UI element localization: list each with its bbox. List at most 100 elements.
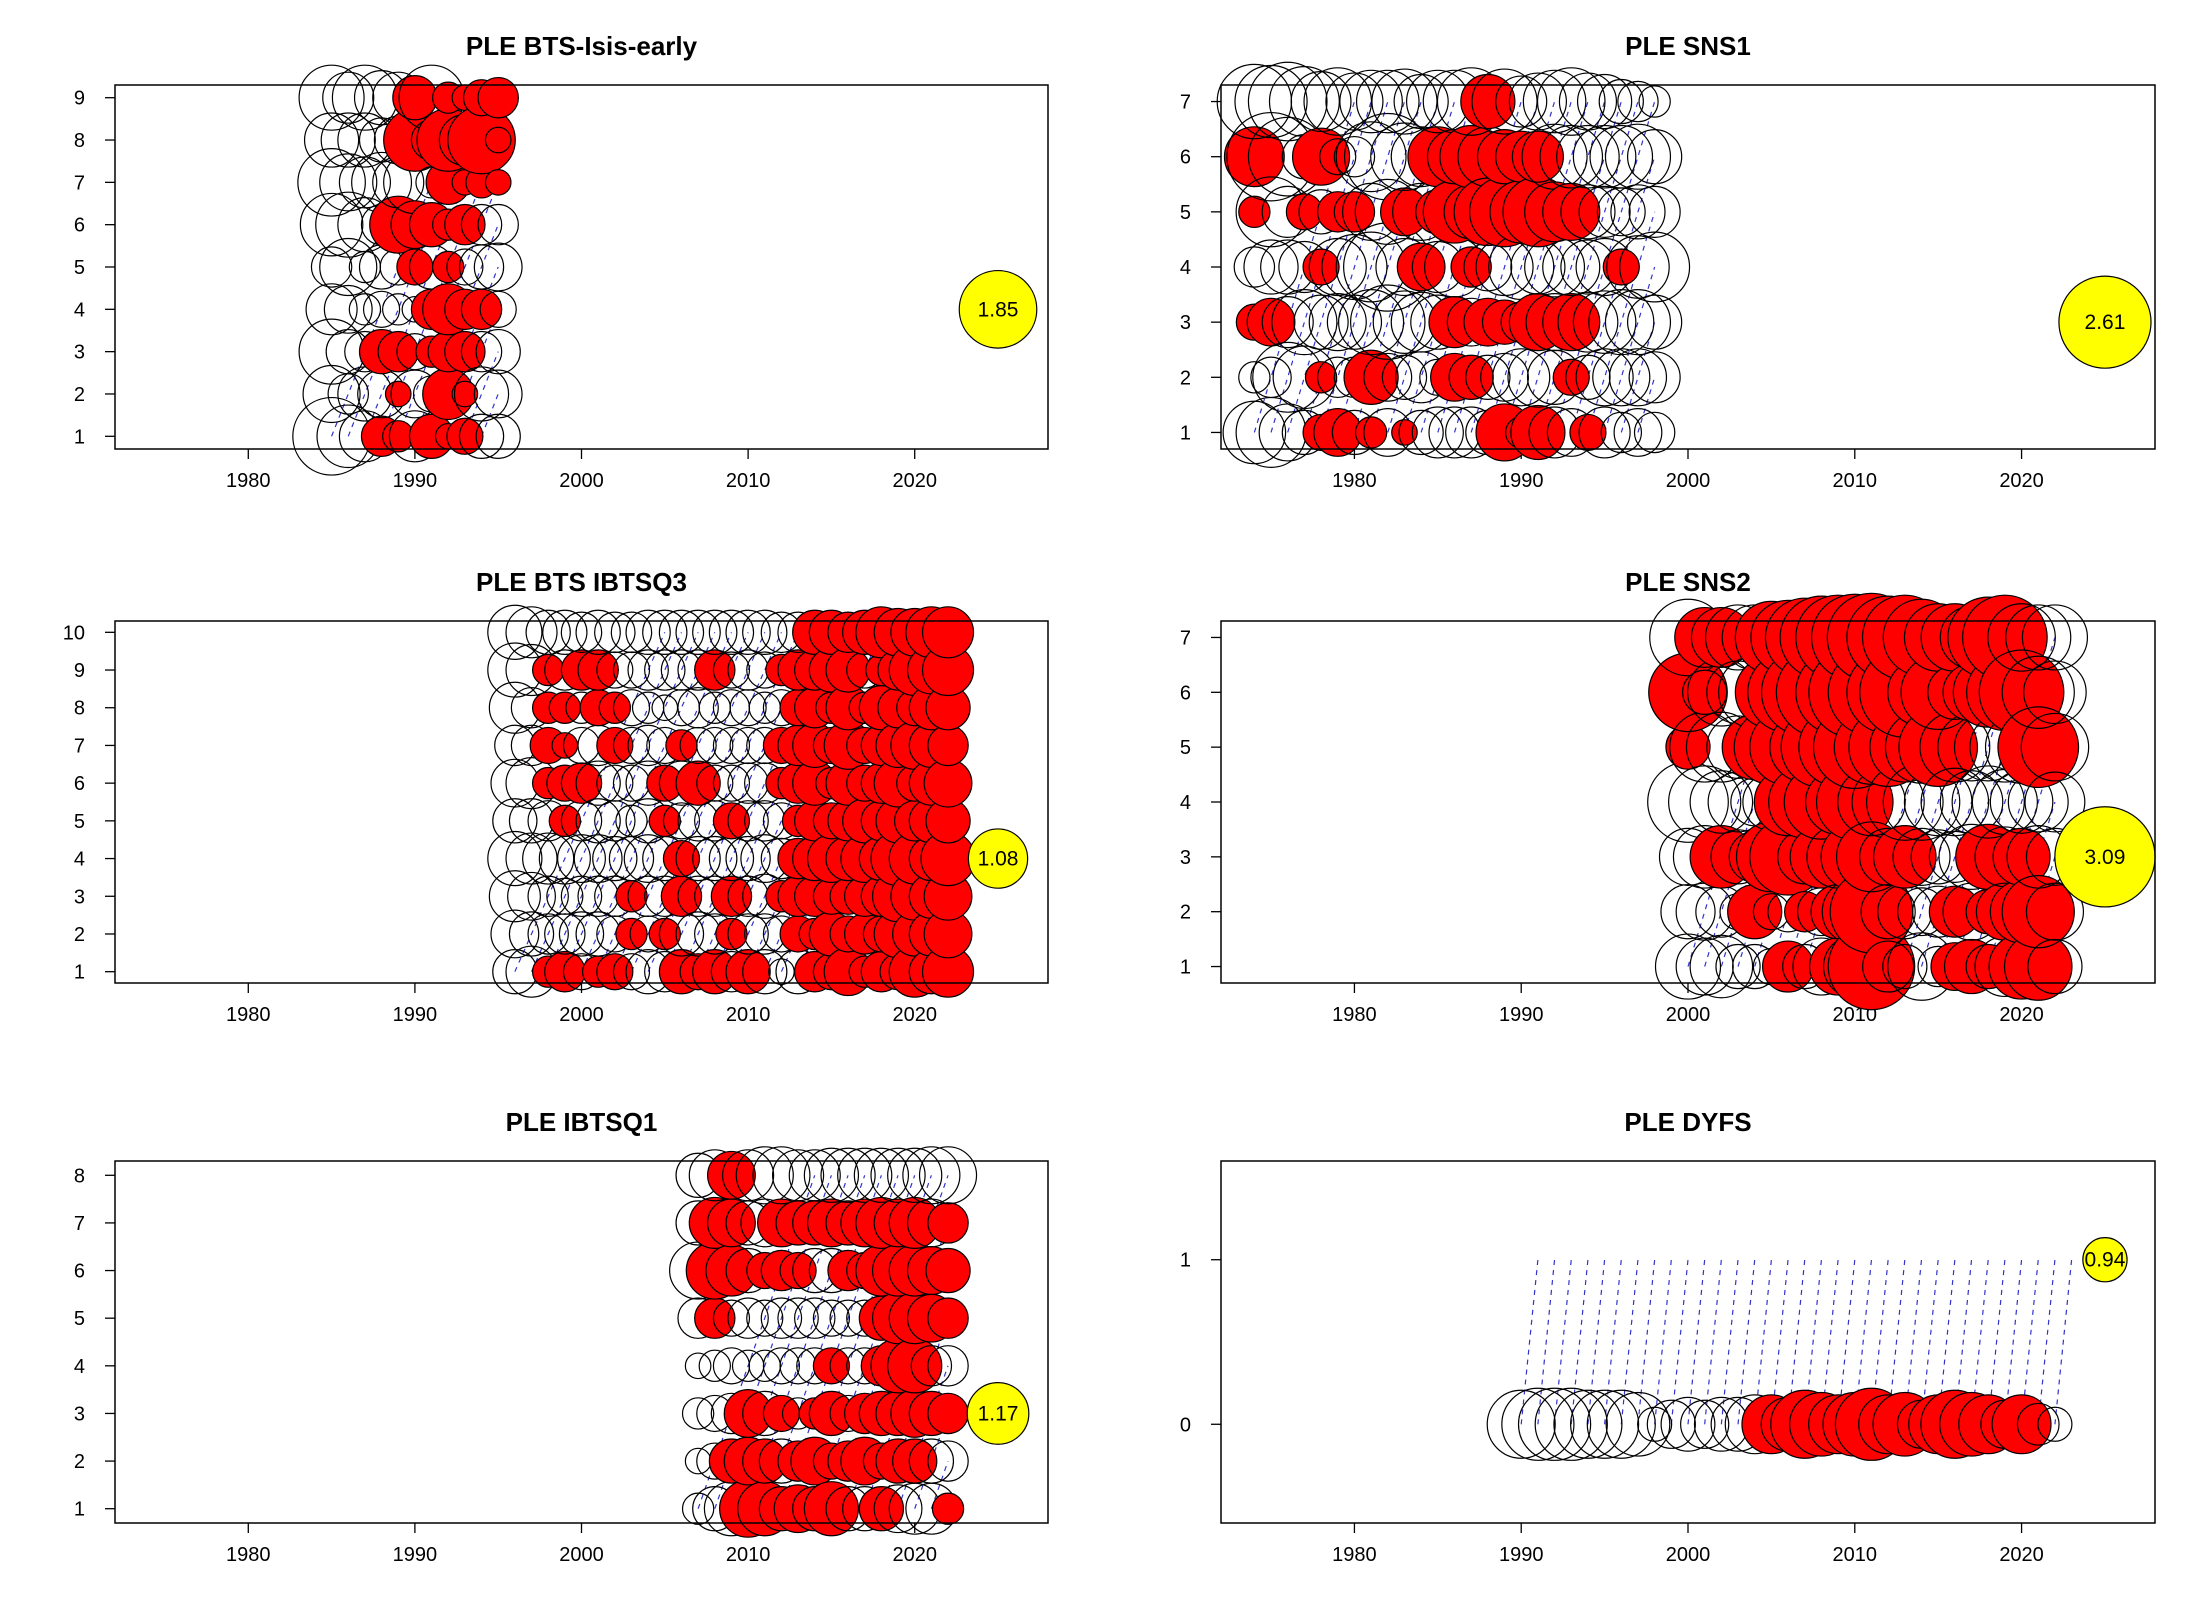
negative-residual-bubble [927, 1345, 969, 1387]
positive-residual-bubble [384, 380, 412, 408]
x-tick-label: 2020 [1999, 1004, 2044, 1026]
negative-residual-bubble [902, 1146, 961, 1205]
positive-residual-bubble [762, 1394, 801, 1433]
negative-residual-bubble [1638, 85, 1671, 118]
panel-title: PLE IBTSQ1 [506, 1107, 658, 1137]
negative-residual-bubble [2016, 1402, 2060, 1446]
negative-residual-bubble [1234, 64, 1308, 139]
negative-residual-bubble [1508, 72, 1567, 131]
positive-residual-bubble [648, 804, 682, 838]
negative-residual-bubble [725, 609, 771, 655]
plot-frame [1220, 1160, 2156, 1524]
negative-residual-bubble [1660, 1396, 1716, 1452]
negative-residual-bubble [322, 71, 375, 124]
positive-residual-bubble [927, 724, 969, 767]
positive-residual-bubble [484, 169, 512, 196]
negative-residual-bubble [908, 1438, 955, 1484]
cohort-line [1920, 1259, 1939, 1425]
panel-5: PLE IBTSQ1 1980 1990 2000 2010 2020 1 2 3 4 5 6 7 8 1.… [74, 1107, 1049, 1566]
positive-residual-bubble [927, 1392, 969, 1435]
cohort-line [1887, 637, 1989, 967]
negative-residual-bubble [596, 764, 634, 802]
negative-residual-bubble [299, 192, 364, 257]
negative-residual-bubble [644, 649, 686, 691]
cohort-line [1604, 266, 1656, 433]
negative-residual-bubble [592, 835, 638, 882]
positive-residual-bubble [596, 726, 634, 765]
positive-residual-bubble [1569, 413, 1607, 452]
negative-residual-bubble [1371, 68, 1438, 135]
negative-residual-bubble [508, 911, 555, 957]
positive-residual-bubble [725, 949, 771, 995]
positive-residual-bubble [477, 76, 519, 119]
x-tick-label: 2010 [1833, 1544, 1878, 1566]
negative-residual-bubble [662, 689, 701, 727]
negative-residual-bubble [684, 1447, 712, 1475]
negative-residual-bubble [742, 609, 788, 655]
positive-residual-bubble [923, 758, 973, 808]
negative-residual-bubble [575, 798, 621, 844]
positive-residual-bubble [544, 950, 586, 993]
negative-residual-bubble [1592, 348, 1651, 407]
negative-residual-bubble [575, 609, 621, 655]
positive-residual-bubble [1682, 669, 1728, 715]
positive-residual-bubble [1333, 191, 1376, 233]
negative-residual-bubble [542, 609, 588, 655]
negative-residual-bubble [658, 609, 705, 655]
negative-residual-bubble [473, 242, 523, 292]
y-tick-label: 0 [1180, 1414, 1191, 1436]
y-tick-label: 7 [74, 172, 85, 194]
negative-residual-bubble [488, 870, 541, 923]
negative-residual-bubble [1689, 934, 1754, 999]
cohort-line [1720, 1259, 1739, 1425]
positive-residual-bubble [812, 1347, 851, 1385]
negative-residual-bubble [1233, 246, 1276, 288]
negative-residual-bubble [473, 369, 523, 419]
positive-residual-bubble [1552, 358, 1590, 396]
negative-residual-bubble [1633, 411, 1676, 454]
negative-residual-bubble [475, 328, 521, 375]
x-tick-label: 1980 [1332, 1544, 1377, 1566]
negative-residual-bubble [522, 832, 575, 885]
x-tick-label: 2010 [1833, 470, 1878, 492]
panel-6: PLE DYFS 1980 1990 2000 2010 2020 0 1 0.94 [1180, 1107, 2156, 1566]
cohort-line [1604, 1259, 1622, 1425]
y-tick-label: 6 [1180, 147, 1191, 169]
negative-residual-bubble [681, 1397, 715, 1430]
positive-residual-bubble [779, 1251, 817, 1290]
y-tick-label: 1 [1180, 957, 1191, 979]
negative-residual-bubble [727, 1297, 769, 1339]
y-tick-label: 3 [74, 1403, 85, 1425]
negative-residual-bubble [1882, 943, 1928, 990]
y-tick-label: 4 [1180, 792, 1191, 814]
positive-residual-bubble [1223, 126, 1285, 188]
negative-residual-bubble [788, 1149, 841, 1202]
negative-residual-bubble [1247, 61, 1328, 142]
y-tick-label: 4 [1180, 257, 1191, 279]
negative-residual-bubble [1338, 289, 1405, 356]
max-residual-label: 1.08 [978, 848, 1019, 871]
negative-residual-bubble [1250, 356, 1292, 399]
positive-residual-bubble [548, 804, 582, 838]
negative-residual-bubble [1604, 123, 1672, 190]
max-residual-bubble [966, 1382, 1030, 1445]
positive-residual-bubble [707, 1150, 756, 1200]
negative-residual-bubble [1604, 289, 1672, 356]
negative-residual-bubble [1556, 124, 1620, 189]
x-tick-label: 1990 [393, 1004, 438, 1026]
cohort-line [1854, 1259, 1873, 1425]
negative-residual-bubble [1987, 603, 2056, 672]
cohort-line [1570, 1259, 1589, 1425]
positive-residual-bubble [715, 917, 748, 951]
positive-residual-bubble [665, 729, 698, 762]
negative-residual-bubble [615, 804, 648, 838]
negative-residual-bubble [319, 153, 378, 212]
y-tick-label: 7 [1180, 627, 1191, 649]
negative-residual-bubble [820, 1147, 876, 1203]
negative-residual-bubble [612, 953, 651, 991]
negative-residual-bubble [1572, 290, 1637, 354]
negative-residual-bubble [1238, 361, 1271, 394]
negative-residual-bubble [1411, 406, 1464, 459]
x-tick-label: 1980 [1332, 1004, 1377, 1026]
